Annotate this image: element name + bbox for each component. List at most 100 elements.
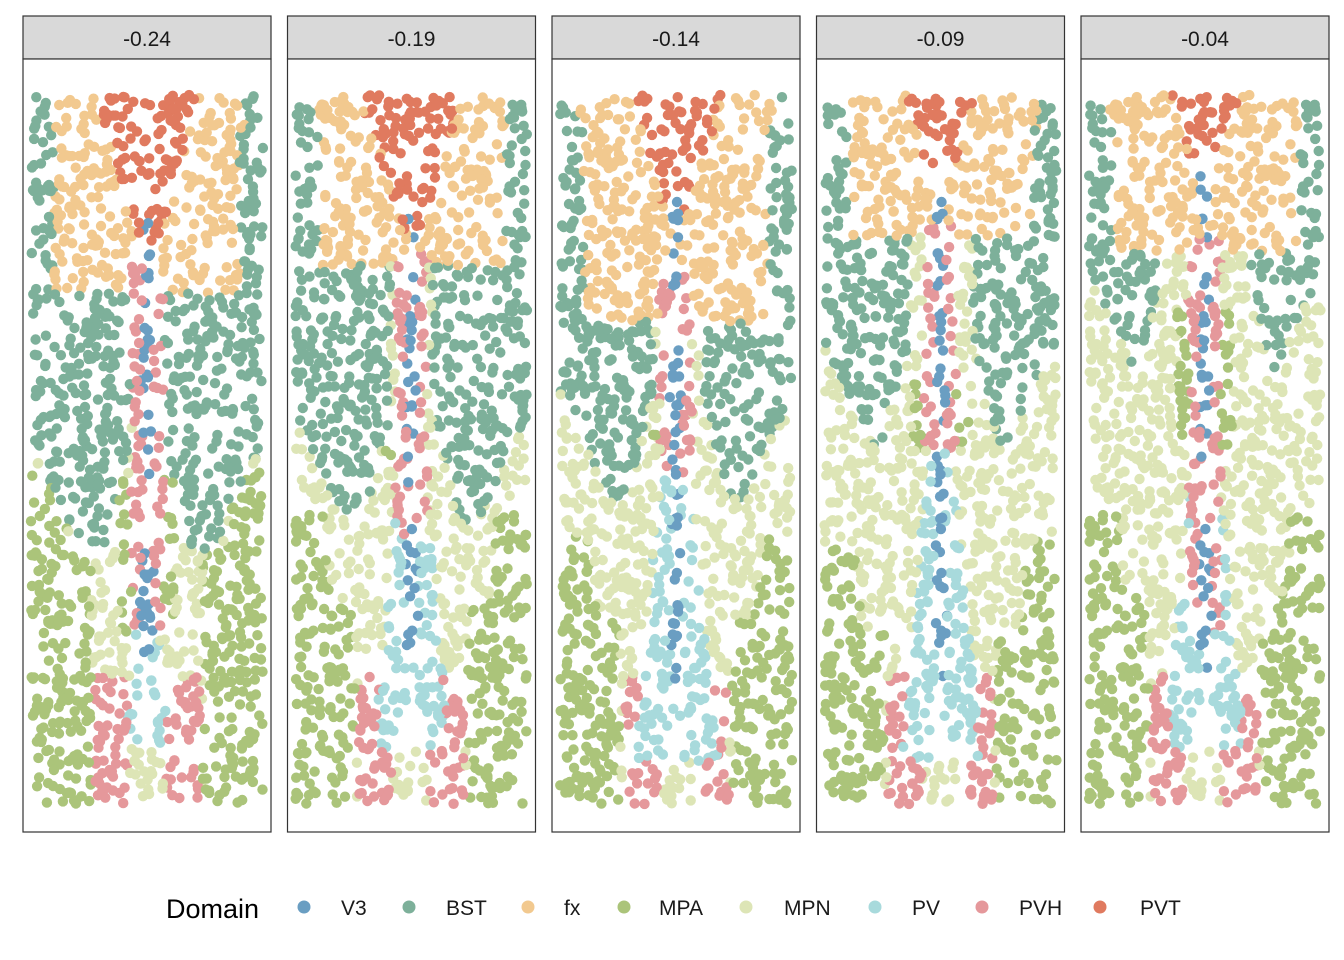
point-pvh: [396, 401, 407, 412]
point-pvh: [148, 550, 160, 562]
point-pv: [689, 745, 700, 756]
point-pv: [693, 585, 704, 596]
point-v3: [673, 371, 685, 382]
point-pvt: [154, 143, 165, 155]
point-mpa: [306, 600, 317, 611]
point-mpn: [615, 741, 626, 752]
point-mpa: [749, 609, 760, 620]
point-mpa: [252, 630, 263, 641]
point-bst: [443, 415, 455, 426]
point-pvh: [148, 355, 160, 367]
point-mpa: [325, 705, 336, 716]
point-pvh: [127, 348, 138, 359]
point-mpn: [426, 480, 437, 491]
point-bst: [520, 145, 531, 157]
point-mpa: [558, 704, 569, 716]
point-bst: [764, 335, 775, 347]
point-fx: [104, 270, 115, 281]
point-fx: [361, 167, 373, 179]
point-fx: [649, 179, 661, 191]
point-mpa: [240, 523, 251, 534]
point-mpa: [466, 693, 477, 704]
point-bst: [162, 358, 173, 369]
point-bst: [304, 220, 315, 231]
point-mpn: [382, 548, 393, 559]
point-mpn: [150, 756, 162, 768]
point-fx: [79, 207, 90, 218]
point-mpn: [743, 598, 755, 609]
point-mpn: [701, 465, 712, 476]
point-bst: [50, 384, 61, 396]
point-fx: [212, 152, 223, 164]
point-mpa: [562, 644, 573, 656]
point-mpn: [104, 647, 115, 658]
point-fx: [88, 93, 99, 104]
point-fx: [232, 100, 243, 111]
point-bst: [82, 418, 93, 430]
point-mpn: [448, 533, 459, 544]
point-mpn: [342, 558, 354, 570]
point-mpn: [123, 467, 134, 479]
point-pv: [383, 622, 395, 634]
point-mpa: [567, 707, 578, 718]
point-mpa: [85, 672, 96, 683]
point-mpn: [782, 489, 793, 500]
point-mpn: [588, 478, 600, 489]
point-fx: [363, 142, 374, 154]
point-fx: [218, 213, 229, 224]
point-bst: [37, 137, 49, 148]
point-mpa: [55, 716, 66, 727]
point-bst: [72, 405, 83, 417]
point-mpn: [612, 538, 623, 549]
point-v3: [670, 673, 681, 684]
point-mpa: [563, 613, 575, 624]
point-bst: [63, 477, 74, 488]
point-fx: [588, 180, 599, 192]
point-bst: [30, 120, 41, 132]
point-mpa: [308, 786, 319, 797]
point-pvt: [664, 101, 675, 112]
point-fx: [426, 250, 437, 261]
point-fx: [611, 176, 622, 188]
point-bst: [106, 383, 117, 394]
point-bst: [488, 362, 499, 374]
point-bst: [100, 407, 112, 419]
point-fx: [235, 122, 247, 133]
point-bst: [305, 392, 316, 403]
point-mpn: [719, 491, 730, 502]
point-pvh: [180, 682, 192, 693]
point-mpa: [477, 698, 488, 709]
point-bst: [231, 307, 242, 318]
point-mpa: [601, 685, 612, 697]
point-mpa: [323, 745, 335, 756]
point-bst: [234, 356, 245, 367]
point-fx: [612, 114, 624, 125]
point-pvh: [451, 699, 463, 710]
point-mpa: [497, 695, 508, 706]
point-mpn: [89, 652, 100, 663]
point-bst: [504, 181, 515, 192]
point-bst: [587, 429, 598, 440]
point-fx: [91, 234, 102, 245]
point-pvt: [656, 124, 667, 135]
point-mpa: [214, 732, 225, 744]
point-bst: [89, 303, 100, 314]
point-pvt: [420, 163, 431, 174]
point-mpa: [241, 545, 253, 557]
point-bst: [247, 181, 259, 192]
point-mpa: [250, 665, 261, 676]
point-mpa: [295, 661, 307, 673]
point-mpn: [478, 545, 489, 557]
point-mpn: [453, 635, 464, 646]
point-pvt: [128, 96, 139, 108]
point-mpa: [476, 734, 487, 745]
point-pv: [657, 674, 669, 685]
point-mpn: [432, 498, 443, 510]
point-bst: [504, 150, 515, 161]
point-pv: [641, 697, 652, 708]
point-v3: [138, 427, 149, 438]
point-mpa: [214, 712, 225, 723]
point-fx: [199, 262, 210, 274]
point-bst: [304, 248, 315, 259]
point-fx: [343, 101, 354, 113]
